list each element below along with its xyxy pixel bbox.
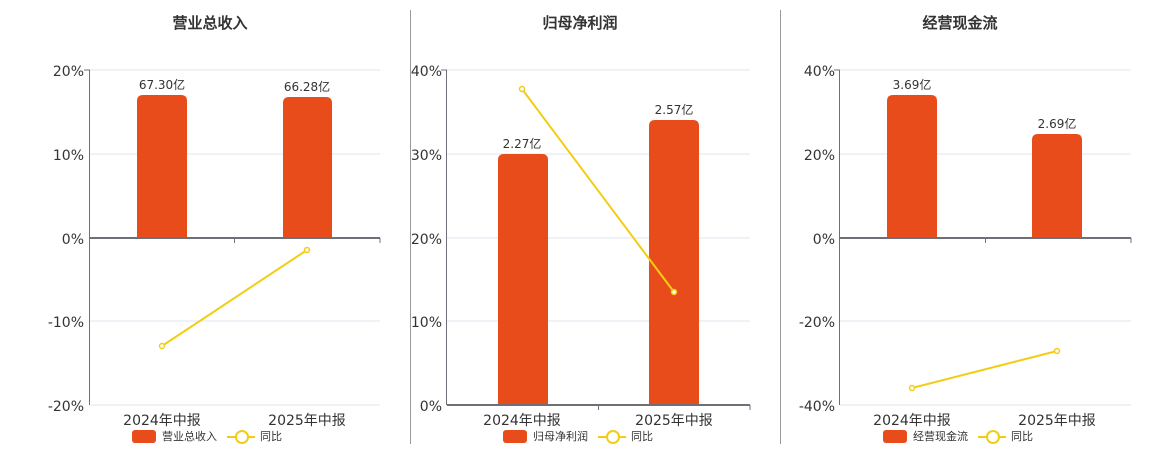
bar-legend-swatch[interactable] (503, 429, 527, 443)
bar-label: 67.30亿 (139, 77, 185, 92)
y-tick: 0% (62, 232, 84, 248)
yoy-line (911, 350, 1058, 389)
line-legend-label[interactable]: 同比 (1011, 430, 1033, 443)
line-legend-icon[interactable] (978, 429, 1006, 444)
y-tick: -20% (799, 315, 835, 331)
line-legend-label[interactable]: 同比 (631, 430, 653, 443)
chart-panel-net-profit: 归母净利润 40% 30% 20% 10% 0% 2.27亿 2.57亿 202… (411, 0, 781, 450)
chart-panel-revenue: 营业总收入 20% 10% 0% -10% -20% 67.30亿 66.28亿… (0, 0, 410, 450)
bar-label: 3.69亿 (893, 77, 932, 92)
y-tick: -40% (799, 399, 835, 415)
line-legend-label[interactable]: 同比 (260, 430, 282, 443)
bar-legend-label[interactable]: 营业总收入 (162, 430, 217, 443)
y-tick: 10% (53, 148, 84, 164)
y-tick: -10% (48, 315, 84, 331)
bar-2025[interactable] (283, 97, 332, 238)
legend: 营业总收入 同比 (132, 428, 282, 444)
bar-label: 2.57亿 (655, 102, 694, 117)
line-legend-icon[interactable] (598, 429, 626, 444)
chart-panel-operating-cash-flow: 经营现金流 40% 20% 0% -20% -40% 3.69亿 2.69亿 2… (781, 0, 1160, 450)
legend: 经营现金流 同比 (883, 428, 1033, 444)
y-tick: 40% (804, 64, 835, 80)
panel-divider (410, 10, 411, 444)
bar-label: 66.28亿 (284, 79, 330, 94)
yoy-point[interactable] (518, 85, 526, 93)
yoy-line (521, 88, 675, 293)
bar-2024[interactable] (137, 95, 187, 238)
bar-2024[interactable] (498, 154, 548, 405)
chart-plot: 40% 20% 0% -20% -40% 3.69亿 2.69亿 2024年中报… (799, 64, 1132, 429)
panel-divider (780, 10, 781, 444)
yoy-point[interactable] (908, 384, 916, 392)
y-tick: 20% (53, 64, 84, 80)
chart-title: 营业总收入 (172, 14, 248, 32)
bar-2025[interactable] (1032, 134, 1082, 238)
yoy-point[interactable] (670, 288, 678, 296)
chart-title: 归母净利润 (542, 14, 618, 32)
chart-title: 经营现金流 (922, 14, 998, 32)
bar-label: 2.27亿 (503, 136, 542, 151)
y-tick: 20% (804, 148, 835, 164)
bar-legend-swatch[interactable] (132, 429, 156, 443)
bar-2024[interactable] (887, 95, 937, 238)
y-tick: 30% (411, 148, 442, 164)
bar-legend-label[interactable]: 归母净利润 (533, 430, 588, 443)
x-tick: 2025年中报 (268, 413, 346, 429)
y-tick: -20% (48, 399, 84, 415)
x-tick: 2024年中报 (873, 413, 951, 429)
chart-plot: 40% 30% 20% 10% 0% 2.27亿 2.57亿 2024年中报 2… (411, 64, 751, 429)
chart-plot: 20% 10% 0% -10% -20% 67.30亿 66.28亿 2024年… (48, 64, 381, 429)
yoy-point[interactable] (303, 246, 311, 254)
y-tick: 0% (813, 232, 835, 248)
legend: 归母净利润 同比 (503, 428, 653, 444)
yoy-point[interactable] (158, 342, 166, 350)
bar-2025[interactable] (649, 120, 699, 405)
x-tick: 2025年中报 (1018, 413, 1096, 429)
bar-label: 2.69亿 (1038, 116, 1077, 131)
bar-legend-swatch[interactable] (883, 429, 907, 443)
x-tick: 2024年中报 (123, 413, 201, 429)
y-tick: 10% (411, 315, 442, 331)
yoy-point[interactable] (1053, 347, 1061, 355)
line-legend-icon[interactable] (227, 429, 255, 444)
yoy-line (161, 249, 308, 347)
y-tick: 40% (411, 64, 442, 80)
x-tick: 2025年中报 (635, 413, 713, 429)
y-tick: 20% (411, 232, 442, 248)
y-tick: 0% (420, 399, 442, 415)
bar-legend-label[interactable]: 经营现金流 (913, 430, 968, 443)
x-tick: 2024年中报 (483, 413, 561, 429)
